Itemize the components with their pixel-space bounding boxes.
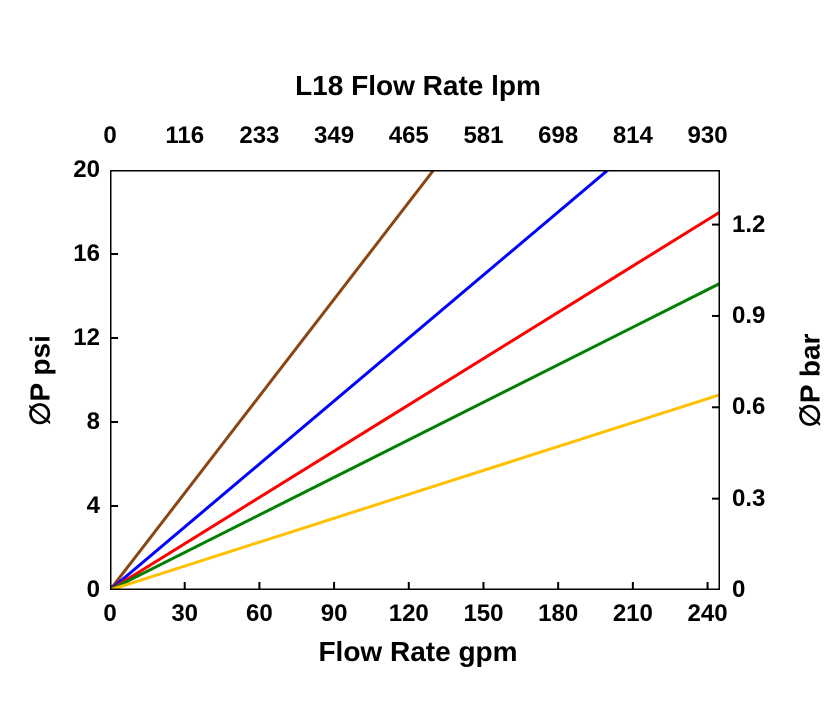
plot-area: [110, 170, 720, 590]
y-left-tick-label: 8: [87, 408, 100, 436]
x-bottom-tick-label: 120: [379, 600, 439, 628]
x-bottom-tick-label: 60: [229, 600, 289, 628]
x-bottom-tick-label: 30: [155, 600, 215, 628]
chart-container: L18 Flow Rate lpm 0 116 233 349 465 581 698 814…: [0, 0, 836, 702]
x-bottom-axis-title: Flow Rate gpm: [0, 636, 836, 668]
y-left-tick-label: 16: [73, 240, 100, 268]
x-bottom-tick-label: 150: [453, 600, 513, 628]
x-top-tick-label: 930: [678, 122, 738, 150]
series-line: [110, 283, 720, 590]
series-line: [110, 395, 720, 590]
series-line: [110, 212, 720, 590]
x-top-tick-label: 0: [80, 122, 140, 150]
x-top-tick-label: 581: [453, 122, 513, 150]
x-bottom-tick-label: 240: [678, 600, 738, 628]
y-right-tick-label: 1.2: [732, 211, 765, 239]
x-top-tick-label: 116: [155, 122, 215, 150]
y-left-tick-label: 4: [87, 492, 100, 520]
y-left-tick-label: 12: [73, 324, 100, 352]
series-line: [110, 170, 608, 590]
x-bottom-tick-label: 0: [80, 600, 140, 628]
y-right-tick-label: 0.9: [732, 302, 765, 330]
series-line: [110, 170, 434, 590]
x-top-tick-label: 698: [528, 122, 588, 150]
chart-title: L18 Flow Rate lpm: [0, 70, 836, 102]
x-top-tick-label: 233: [229, 122, 289, 150]
x-top-tick-label: 349: [304, 122, 364, 150]
x-bottom-tick-label: 90: [304, 600, 364, 628]
y-right-tick-label: 0.3: [732, 485, 765, 513]
y-right-tick-label: 0.6: [732, 393, 765, 421]
y-left-axis-title: ∅P psi: [24, 321, 57, 441]
x-bottom-tick-label: 180: [528, 600, 588, 628]
y-left-tick-label: 20: [73, 156, 100, 184]
x-top-tick-label: 465: [379, 122, 439, 150]
y-right-axis-title: ∅P bar: [794, 321, 827, 441]
x-top-tick-label: 814: [603, 122, 663, 150]
x-bottom-tick-label: 210: [603, 600, 663, 628]
